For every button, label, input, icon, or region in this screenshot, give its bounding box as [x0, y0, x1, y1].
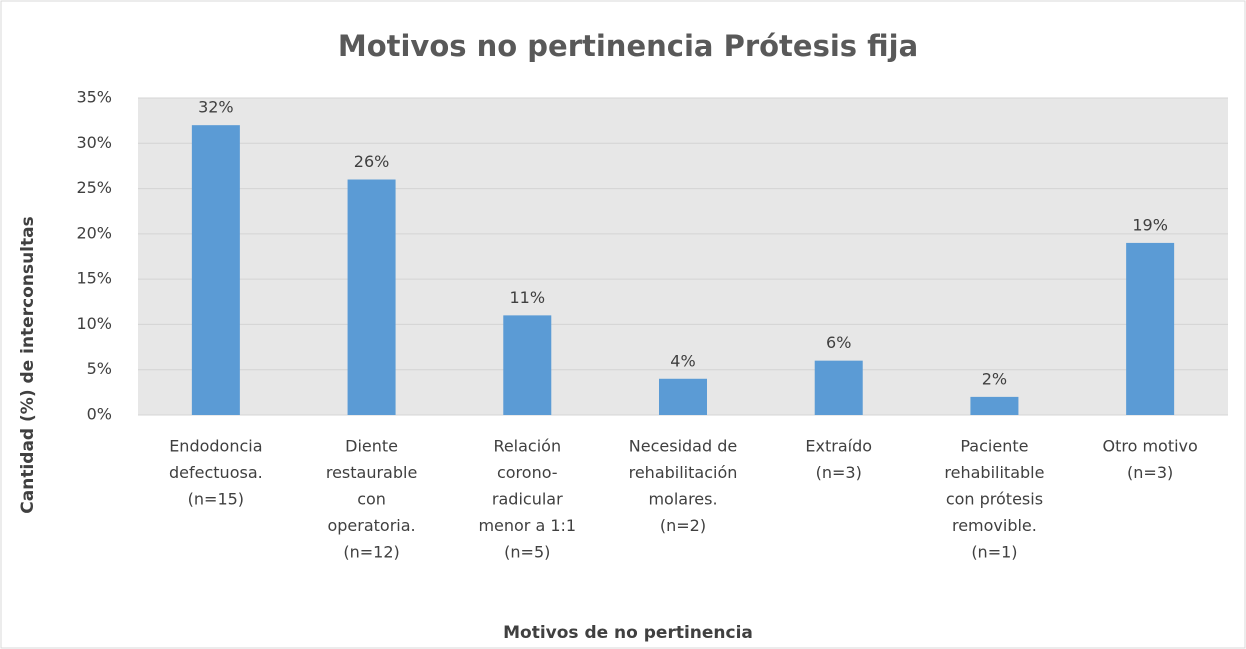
data-label: 19% — [1132, 215, 1168, 234]
x-tick-label: restaurable — [326, 463, 417, 482]
x-tick-label: Relación — [493, 437, 561, 456]
plot-area — [138, 98, 1228, 415]
x-tick-label: corono- — [497, 463, 558, 482]
chart-title: Motivos no pertinencia Prótesis fija — [338, 29, 918, 63]
bar — [1126, 242, 1175, 415]
x-tick-label: defectuosa. — [169, 463, 263, 482]
x-tick-label: (n=2) — [660, 516, 706, 535]
y-tick-label: 20% — [76, 223, 112, 242]
x-tick-label: (n=15) — [188, 490, 244, 509]
y-tick-label: 25% — [76, 178, 112, 197]
bar — [970, 396, 1019, 415]
data-label: 32% — [198, 98, 234, 117]
x-tick-label: removible. — [952, 516, 1037, 535]
bar — [347, 179, 396, 415]
bar — [503, 315, 552, 415]
x-tick-label: Paciente — [960, 437, 1028, 456]
y-tick-label: 5% — [87, 359, 112, 378]
x-tick-label: (n=1) — [971, 543, 1017, 562]
bar — [659, 378, 707, 415]
x-tick-label: rehabilitable — [944, 463, 1044, 482]
y-tick-label: 30% — [76, 133, 112, 152]
y-tick-label: 0% — [87, 405, 112, 424]
x-tick-label: (n=3) — [1127, 463, 1173, 482]
data-label: 6% — [826, 333, 851, 352]
x-tick-label: operatoria. — [327, 516, 415, 535]
y-tick-label: 35% — [76, 88, 112, 107]
x-tick-label: Necesidad de — [629, 437, 737, 456]
x-tick-label: Otro motivo — [1102, 437, 1197, 456]
x-tick-label: radicular — [492, 490, 563, 509]
data-label: 2% — [982, 369, 1007, 388]
x-tick-label: con — [357, 490, 386, 509]
x-tick-label: Extraído — [805, 437, 872, 456]
y-tick-label: 15% — [76, 269, 112, 288]
x-tick-label: (n=12) — [343, 543, 399, 562]
x-tick-label: menor a 1:1 — [478, 516, 576, 535]
bar — [191, 125, 240, 416]
x-tick-label: con prótesis — [946, 490, 1043, 509]
data-label: 26% — [354, 152, 390, 171]
data-label: 11% — [510, 288, 546, 307]
data-label: 4% — [670, 351, 695, 370]
y-tick-label: 10% — [76, 314, 112, 333]
x-axis-label: Motivos de no pertinencia — [503, 623, 753, 643]
bar — [814, 360, 863, 415]
x-tick-label: molares. — [648, 490, 717, 509]
x-tick-label: (n=5) — [504, 543, 550, 562]
x-tick-label: (n=3) — [816, 463, 862, 482]
x-tick-label: rehabilitación — [629, 463, 738, 482]
x-tick-label: Diente — [345, 437, 398, 456]
y-axis-label: Cantidad (%) de interconsultas — [18, 216, 38, 513]
x-tick-label: Endodoncia — [169, 437, 262, 456]
